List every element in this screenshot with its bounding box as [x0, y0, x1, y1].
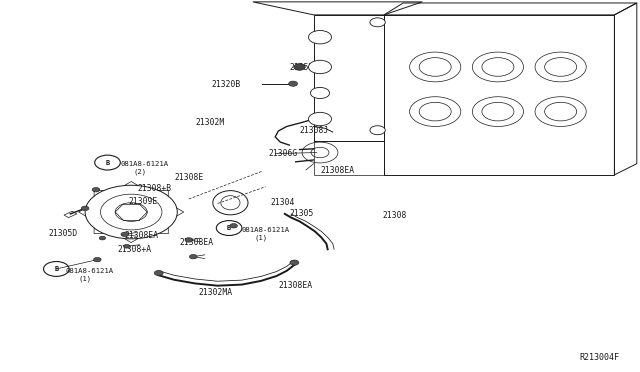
Circle shape	[99, 236, 106, 240]
Circle shape	[308, 31, 332, 44]
Text: 21309E: 21309E	[128, 197, 157, 206]
Circle shape	[154, 270, 163, 276]
Text: 21308+A: 21308+A	[117, 245, 151, 254]
Circle shape	[81, 206, 89, 211]
Circle shape	[185, 238, 193, 242]
Circle shape	[289, 81, 298, 86]
Circle shape	[310, 87, 330, 99]
Text: 081A8-6121A: 081A8-6121A	[242, 227, 290, 233]
Circle shape	[294, 64, 305, 70]
Text: 21305: 21305	[290, 209, 314, 218]
Text: (1): (1)	[255, 234, 268, 241]
Text: R213004F: R213004F	[580, 353, 620, 362]
Circle shape	[121, 232, 129, 237]
Text: 21305D: 21305D	[48, 229, 77, 238]
Text: 21308+B: 21308+B	[138, 185, 172, 193]
Text: 21320B: 21320B	[211, 80, 241, 89]
Text: 21308EA: 21308EA	[278, 281, 312, 290]
Text: 21302M: 21302M	[195, 118, 225, 126]
Text: 21308: 21308	[383, 211, 407, 219]
Circle shape	[290, 260, 299, 265]
Circle shape	[93, 257, 101, 262]
Text: 081A8-6121A: 081A8-6121A	[120, 161, 168, 167]
Text: 081A8-6121A: 081A8-6121A	[66, 268, 114, 274]
Text: (2): (2)	[133, 169, 147, 175]
Text: 21308J: 21308J	[300, 126, 329, 135]
Text: 21304: 21304	[270, 198, 294, 207]
Text: 21302MA: 21302MA	[198, 288, 232, 296]
Circle shape	[370, 126, 385, 135]
Circle shape	[230, 224, 237, 228]
Circle shape	[124, 244, 130, 248]
Circle shape	[308, 112, 332, 126]
Circle shape	[92, 187, 100, 192]
Circle shape	[308, 60, 332, 74]
Text: (1): (1)	[79, 275, 92, 282]
Text: B: B	[227, 225, 231, 231]
Text: 21308E: 21308E	[175, 173, 204, 182]
Text: 21306G: 21306G	[269, 149, 298, 158]
Circle shape	[189, 254, 197, 259]
Text: B: B	[106, 160, 109, 166]
Text: 21308EA: 21308EA	[320, 166, 354, 174]
Text: 21308EA: 21308EA	[179, 238, 213, 247]
Text: 21355C: 21355C	[289, 63, 319, 72]
Text: B: B	[54, 266, 58, 272]
Circle shape	[370, 18, 385, 27]
Text: 21308EA: 21308EA	[125, 231, 159, 240]
